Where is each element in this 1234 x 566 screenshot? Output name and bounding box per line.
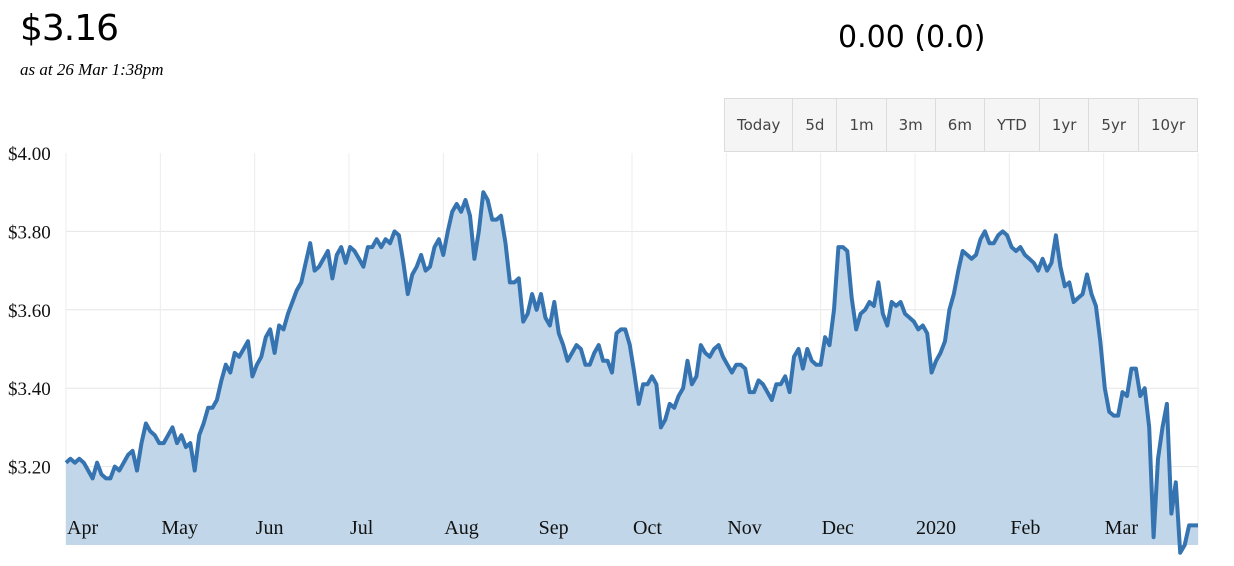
y-tick-label: $4.00 bbox=[8, 144, 51, 165]
x-tick-label: Feb bbox=[1010, 517, 1040, 539]
price-area bbox=[66, 192, 1198, 553]
x-tick-label: Aug bbox=[444, 517, 478, 539]
range-button-1m[interactable]: 1m bbox=[837, 99, 887, 151]
range-button-ytd[interactable]: YTD bbox=[985, 99, 1040, 151]
x-tick-label: Sep bbox=[539, 517, 569, 539]
x-tick-label: May bbox=[161, 517, 198, 539]
range-button-1yr[interactable]: 1yr bbox=[1040, 99, 1090, 151]
range-button-today[interactable]: Today bbox=[725, 99, 794, 151]
x-tick-label: Nov bbox=[727, 517, 761, 539]
x-axis: Apr May Jun Jul Aug Sep Oct Nov Dec 2020 Feb Mar bbox=[67, 517, 1138, 539]
x-tick-label: 2020 bbox=[916, 517, 956, 539]
range-selector: Today 5d 1m 3m 6m YTD 1yr 5yr 10yr bbox=[724, 98, 1199, 152]
current-price: $3.16 bbox=[20, 8, 119, 49]
range-button-5d[interactable]: 5d bbox=[793, 99, 838, 151]
y-tick-label: $3.40 bbox=[8, 379, 51, 400]
x-tick-label: Oct bbox=[633, 517, 662, 539]
y-tick-label: $3.20 bbox=[8, 458, 51, 479]
price-chart: $4.00 $3.80 $3.60 $3.40 $3.20 Apr May Jun Jul Au… bbox=[8, 144, 1199, 555]
x-tick-label: Dec bbox=[822, 517, 854, 539]
price-timestamp: as at 26 Mar 1:38pm bbox=[20, 60, 164, 79]
range-button-6m[interactable]: 6m bbox=[936, 99, 985, 151]
x-tick-label: Mar bbox=[1105, 517, 1139, 539]
x-tick-label: Jul bbox=[350, 517, 374, 539]
x-tick-label: Apr bbox=[67, 517, 98, 539]
y-tick-label: $3.60 bbox=[8, 301, 51, 322]
range-button-10yr[interactable]: 10yr bbox=[1151, 116, 1186, 134]
price-change: 0.00 (0.0) bbox=[838, 20, 986, 55]
range-button-5yr[interactable]: 5yr bbox=[1089, 99, 1140, 151]
price-line bbox=[64, 190, 1198, 555]
range-button-3m[interactable]: 3m bbox=[887, 99, 936, 151]
y-tick-label: $3.80 bbox=[8, 222, 51, 243]
x-tick-label: Jun bbox=[256, 517, 284, 539]
y-axis: $4.00 $3.80 $3.60 $3.40 $3.20 bbox=[8, 144, 51, 479]
